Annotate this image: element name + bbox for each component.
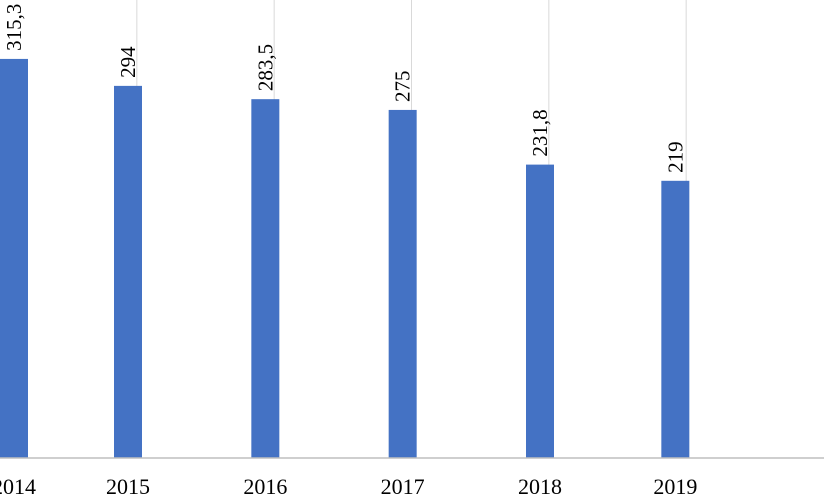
data-label: 275 <box>391 70 415 102</box>
x-tick-label: 2019 <box>653 474 697 498</box>
data-label: 219 <box>663 141 687 173</box>
x-tick-label: 2015 <box>106 474 150 498</box>
x-tick-label: 2014 <box>0 474 36 498</box>
bar-2018 <box>526 164 554 458</box>
data-label: 283,5 <box>253 44 277 91</box>
x-tick-label: 2017 <box>381 474 425 498</box>
data-label: 294 <box>116 46 140 78</box>
bar-2019 <box>661 180 690 458</box>
bar-2016 <box>251 99 280 459</box>
bar-2015 <box>114 85 142 458</box>
data-label: 231,8 <box>528 109 552 156</box>
bar-2014 <box>0 58 28 458</box>
x-tick-labels: 2014 2015 2016 2017 2018 2019 <box>0 474 697 498</box>
x-tick-label: 2016 <box>243 474 287 498</box>
data-label: 315,3 <box>2 4 26 51</box>
bars-group <box>0 58 690 459</box>
data-labels: 315,3 294 283,5 275 231,8 219 <box>2 4 687 173</box>
x-tick-label: 2018 <box>518 474 562 498</box>
bar-2017 <box>388 109 417 458</box>
